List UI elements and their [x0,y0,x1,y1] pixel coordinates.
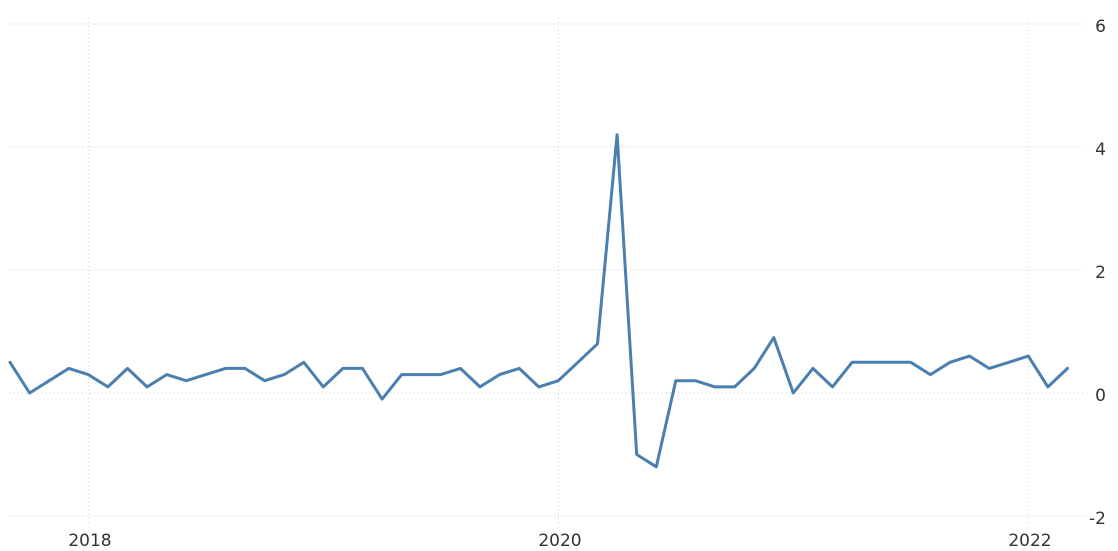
x-tick-label: 2018 [68,531,111,551]
y-tick-label: 0 [1095,386,1106,406]
x-tick-label: 2022 [1008,531,1051,551]
y-tick-label: 2 [1095,263,1106,283]
y-axis: 6 4 2 0 -2 [1089,17,1106,529]
y-tick-label: 6 [1095,17,1106,37]
y-tick-label: -2 [1089,509,1106,529]
y-tick-label: 4 [1095,140,1106,160]
x-tick-label: 2020 [538,531,581,551]
x-axis: 2018 2020 2022 [68,531,1051,551]
series-line [8,133,1069,469]
grid [10,18,1085,524]
series-layer [8,133,1069,469]
